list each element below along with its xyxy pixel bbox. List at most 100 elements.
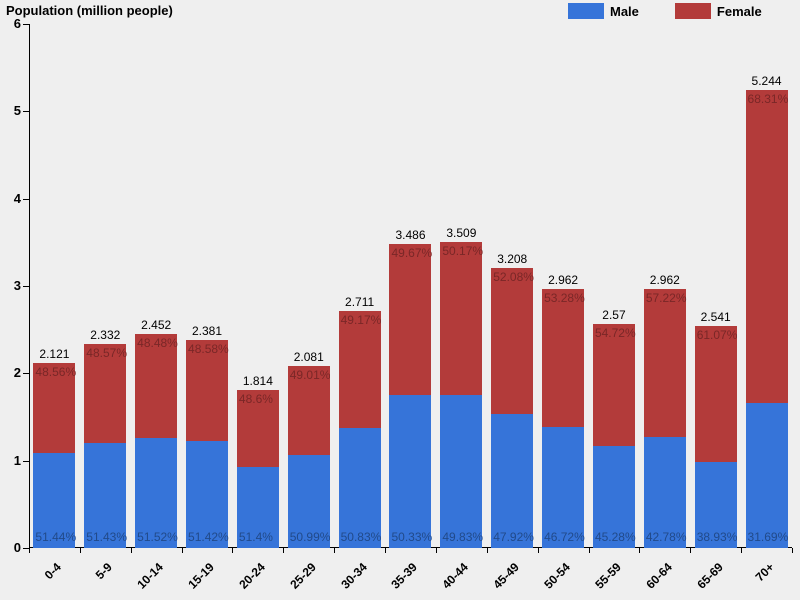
bar-female-pct-label: 50.17%: [442, 244, 483, 258]
bar-total-label: 2.121: [33, 347, 75, 361]
bar: 2.12148.56%51.44%: [33, 363, 75, 548]
x-tick: [741, 548, 742, 553]
bar-segment-female: [593, 324, 635, 447]
y-tick-label: 1: [3, 453, 21, 468]
bar-female-pct-label: 48.58%: [188, 342, 229, 356]
bar-female-pct-label: 61.07%: [697, 328, 738, 342]
legend-swatch: [675, 3, 711, 19]
chart-canvas: Population (million people) MaleFemale 0…: [0, 0, 800, 600]
bar: 2.33248.57%51.43%: [84, 344, 126, 548]
bar-total-label: 2.332: [84, 328, 126, 342]
bar-segment-male: [440, 395, 482, 548]
bar-female-pct-label: 54.72%: [595, 326, 636, 340]
bar-segment-male: [389, 395, 431, 548]
bar: 3.20852.08%47.92%: [491, 268, 533, 548]
plot-area: 0123456 2.12148.56%51.44%2.33248.57%51.4…: [29, 24, 792, 548]
legend-item: Male: [568, 3, 639, 19]
bar-male-pct-label: 51.42%: [188, 530, 229, 544]
bar-segment-female: [491, 268, 533, 414]
bar-male-pct-label: 51.44%: [35, 530, 76, 544]
bar-segment-female: [542, 289, 584, 427]
bar-total-label: 2.452: [135, 318, 177, 332]
legend: Male Female: [568, 3, 762, 19]
x-tick: [283, 548, 284, 553]
bar-female-pct-label: 53.28%: [544, 291, 585, 305]
bar-male-pct-label: 38.93%: [697, 530, 738, 544]
bar-male-pct-label: 31.69%: [748, 530, 789, 544]
bar-segment-female: [644, 289, 686, 437]
bar-male-pct-label: 47.92%: [493, 530, 534, 544]
bar: 2.96257.22%42.78%: [644, 289, 686, 548]
bar-male-pct-label: 50.83%: [341, 530, 382, 544]
x-tick: [487, 548, 488, 553]
bar-total-label: 2.081: [288, 350, 330, 364]
x-axis-label: 0-4: [0, 560, 64, 600]
bar-total-label: 2.381: [186, 324, 228, 338]
legend-swatch: [568, 3, 604, 19]
y-tick-label: 4: [3, 191, 21, 206]
y-tick-label: 2: [3, 365, 21, 380]
bar-total-label: 2.962: [644, 273, 686, 287]
y-tick-label: 6: [3, 16, 21, 31]
bar-male-pct-label: 50.33%: [391, 530, 432, 544]
bar-segment-female: [389, 244, 431, 395]
x-tick: [29, 548, 30, 553]
bar-total-label: 2.962: [542, 273, 584, 287]
bar-female-pct-label: 48.56%: [35, 365, 76, 379]
bar-total-label: 3.208: [491, 252, 533, 266]
bar: 2.54161.07%38.93%: [695, 326, 737, 548]
bar-female-pct-label: 48.6%: [239, 392, 273, 406]
bar-female-pct-label: 68.31%: [748, 92, 789, 106]
bar-total-label: 3.509: [440, 226, 482, 240]
y-tick-label: 3: [3, 278, 21, 293]
bar-male-pct-label: 49.83%: [442, 530, 483, 544]
legend-label: Female: [717, 4, 762, 19]
bar-male-pct-label: 51.52%: [137, 530, 178, 544]
bar-female-pct-label: 49.01%: [290, 368, 331, 382]
bar-female-pct-label: 49.67%: [391, 246, 432, 260]
bar-female-pct-label: 57.22%: [646, 291, 687, 305]
bar-total-label: 3.486: [389, 228, 431, 242]
bar-segment-female: [440, 242, 482, 396]
y-tick-label: 0: [3, 540, 21, 555]
bar: 1.81448.6%51.4%: [237, 390, 279, 548]
legend-item: Female: [675, 3, 762, 19]
bar-male-pct-label: 51.43%: [86, 530, 127, 544]
x-tick: [80, 548, 81, 553]
x-tick: [131, 548, 132, 553]
bar-total-label: 1.814: [237, 374, 279, 388]
bar: 5.24468.31%31.69%: [746, 90, 788, 548]
bar: 2.45248.48%51.52%: [135, 334, 177, 548]
bar-segment-male: [491, 414, 533, 548]
bar: 2.96253.28%46.72%: [542, 289, 584, 548]
bar-female-pct-label: 49.17%: [341, 313, 382, 327]
legend-label: Male: [610, 4, 639, 19]
x-tick: [232, 548, 233, 553]
bar: 2.08149.01%50.99%: [288, 366, 330, 548]
bar: 2.38148.58%51.42%: [186, 340, 228, 548]
bar: 2.71149.17%50.83%: [339, 311, 381, 548]
x-tick: [538, 548, 539, 553]
bar-male-pct-label: 51.4%: [239, 530, 273, 544]
bar-male-pct-label: 42.78%: [646, 530, 687, 544]
x-tick: [589, 548, 590, 553]
y-tick-label: 5: [3, 103, 21, 118]
x-tick: [792, 548, 793, 553]
x-tick: [436, 548, 437, 553]
bar-male-pct-label: 46.72%: [544, 530, 585, 544]
bar-segment-female: [695, 326, 737, 462]
bar: 3.48649.67%50.33%: [389, 244, 431, 548]
bar-total-label: 5.244: [746, 74, 788, 88]
bar: 3.50950.17%49.83%: [440, 242, 482, 548]
x-tick: [182, 548, 183, 553]
bar-male-pct-label: 50.99%: [290, 530, 331, 544]
x-tick: [385, 548, 386, 553]
bar-female-pct-label: 48.57%: [86, 346, 127, 360]
x-tick: [690, 548, 691, 553]
bars-container: 2.12148.56%51.44%2.33248.57%51.43%2.4524…: [29, 24, 792, 548]
bar-total-label: 2.541: [695, 310, 737, 324]
bar-total-label: 2.711: [339, 295, 381, 309]
bar-segment-female: [339, 311, 381, 427]
bar-female-pct-label: 52.08%: [493, 270, 534, 284]
x-tick: [334, 548, 335, 553]
